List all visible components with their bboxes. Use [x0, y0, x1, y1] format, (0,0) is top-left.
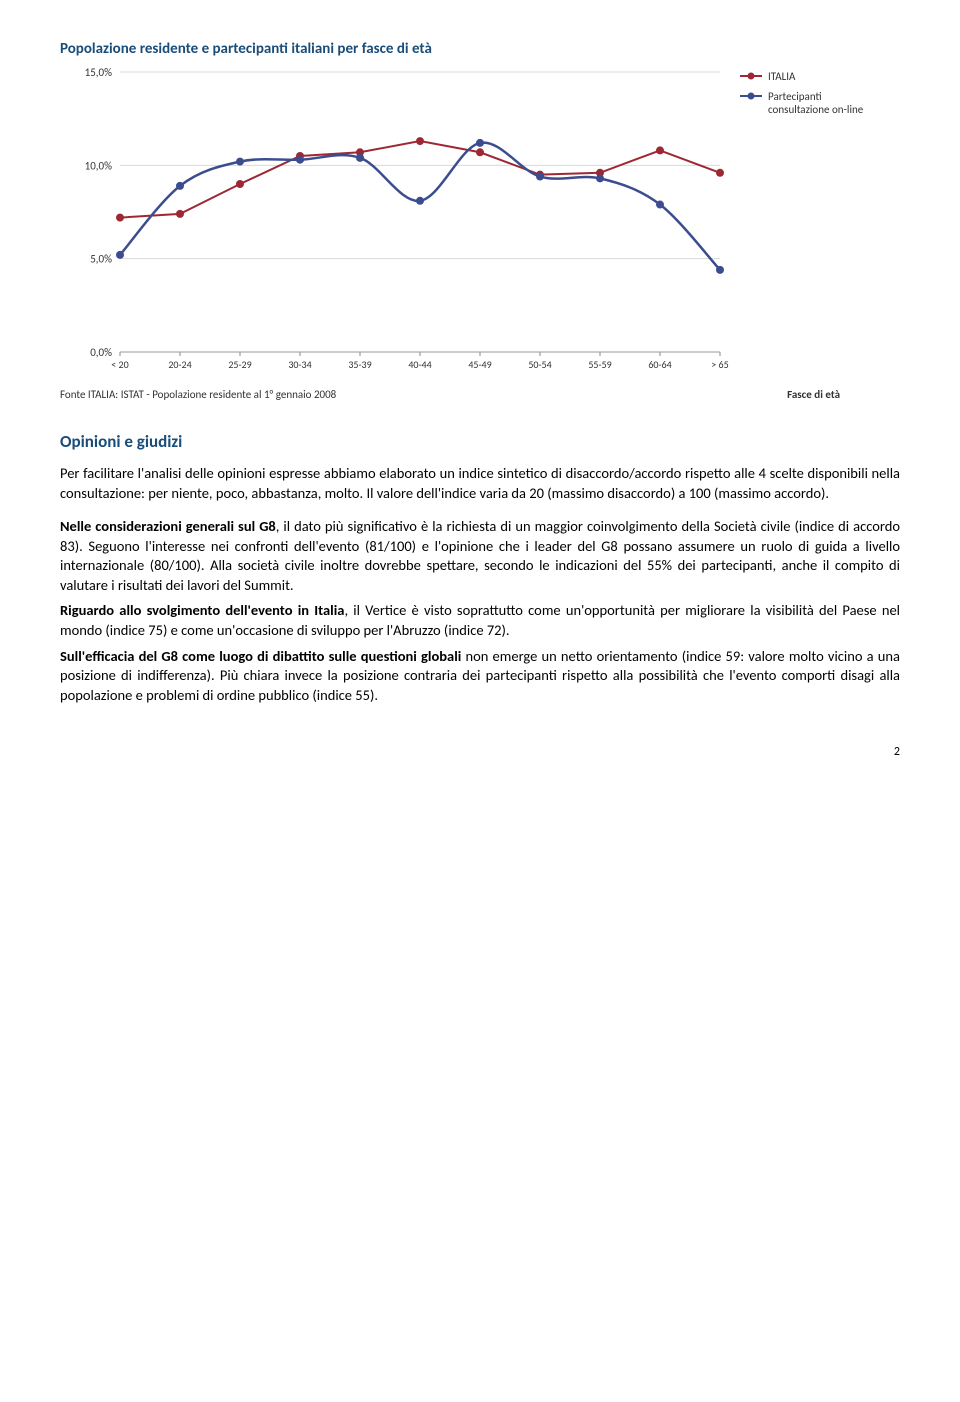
chart-source: Fonte ITALIA: ISTAT - Popolazione reside…	[60, 388, 336, 401]
paragraph-4: Sull'efficacia del G8 come luogo di diba…	[60, 647, 900, 706]
svg-text:ITALIA: ITALIA	[768, 70, 796, 83]
x-axis-label: Fasce di età	[787, 388, 840, 401]
chart-container: Popolazione residente e partecipanti ita…	[60, 40, 900, 401]
line-chart: 0,0% 5,0% 10,0% 15,0% < 20 20-24 25-29 30-34 35-…	[60, 62, 900, 382]
svg-text:0,0%: 0,0%	[90, 346, 112, 359]
svg-text:Partecipanti: Partecipanti	[768, 90, 822, 103]
page-number: 2	[60, 745, 900, 759]
svg-text:15,0%: 15,0%	[85, 66, 112, 79]
p2-bold: Nelle considerazioni generali sul G8	[60, 517, 276, 535]
paragraph-2: Nelle considerazioni generali sul G8, il…	[60, 517, 900, 595]
svg-text:45-49: 45-49	[468, 358, 491, 371]
svg-text:< 20: < 20	[111, 358, 128, 371]
svg-text:> 65: > 65	[711, 358, 728, 371]
svg-text:60-64: 60-64	[648, 358, 671, 371]
svg-text:consultazione on-line: consultazione on-line	[768, 103, 864, 116]
paragraph-1: Per facilitare l'analisi delle opinioni …	[60, 464, 900, 503]
svg-text:35-39: 35-39	[348, 358, 371, 371]
paragraph-3: Riguardo allo svolgimento dell'evento in…	[60, 601, 900, 640]
svg-text:30-34: 30-34	[288, 358, 311, 371]
svg-text:50-54: 50-54	[528, 358, 551, 371]
p3-bold: Riguardo allo svolgimento dell'evento in…	[60, 601, 344, 619]
chart-title: Popolazione residente e partecipanti ita…	[60, 40, 900, 58]
svg-text:55-59: 55-59	[588, 358, 611, 371]
svg-text:5,0%: 5,0%	[90, 253, 112, 266]
p4-bold: Sull'efficacia del G8 come luogo di diba…	[60, 647, 461, 665]
svg-text:40-44: 40-44	[408, 358, 431, 371]
svg-text:20-24: 20-24	[168, 358, 191, 371]
chart-source-row: Fonte ITALIA: ISTAT - Popolazione reside…	[60, 388, 900, 401]
svg-text:25-29: 25-29	[228, 358, 251, 371]
svg-text:10,0%: 10,0%	[85, 159, 112, 172]
section-title: Opinioni e giudizi	[60, 431, 900, 452]
